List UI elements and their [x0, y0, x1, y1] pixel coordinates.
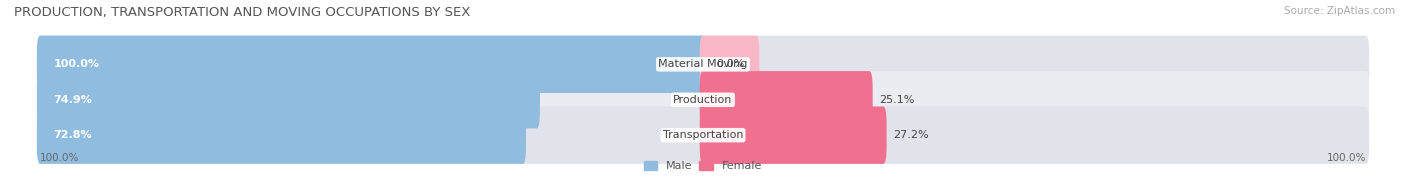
FancyBboxPatch shape [37, 106, 1369, 164]
Text: Transportation: Transportation [662, 130, 744, 140]
FancyBboxPatch shape [37, 36, 1369, 93]
Text: 72.8%: 72.8% [53, 130, 91, 140]
FancyBboxPatch shape [37, 71, 1369, 128]
Text: Production: Production [673, 95, 733, 105]
FancyBboxPatch shape [700, 106, 887, 164]
Text: PRODUCTION, TRANSPORTATION AND MOVING OCCUPATIONS BY SEX: PRODUCTION, TRANSPORTATION AND MOVING OC… [14, 6, 471, 19]
Text: 100.0%: 100.0% [1326, 153, 1365, 163]
Text: Material Moving: Material Moving [658, 59, 748, 69]
Text: 100.0%: 100.0% [41, 153, 80, 163]
Text: 100.0%: 100.0% [53, 59, 100, 69]
Text: 0.0%: 0.0% [716, 59, 745, 69]
FancyBboxPatch shape [37, 36, 706, 93]
Text: Source: ZipAtlas.com: Source: ZipAtlas.com [1284, 6, 1395, 16]
Legend: Male, Female: Male, Female [644, 161, 762, 172]
Text: 25.1%: 25.1% [879, 95, 915, 105]
Text: 27.2%: 27.2% [893, 130, 929, 140]
FancyBboxPatch shape [37, 106, 526, 164]
FancyBboxPatch shape [37, 71, 540, 128]
FancyBboxPatch shape [700, 71, 873, 128]
FancyBboxPatch shape [700, 36, 759, 93]
Text: 74.9%: 74.9% [53, 95, 93, 105]
